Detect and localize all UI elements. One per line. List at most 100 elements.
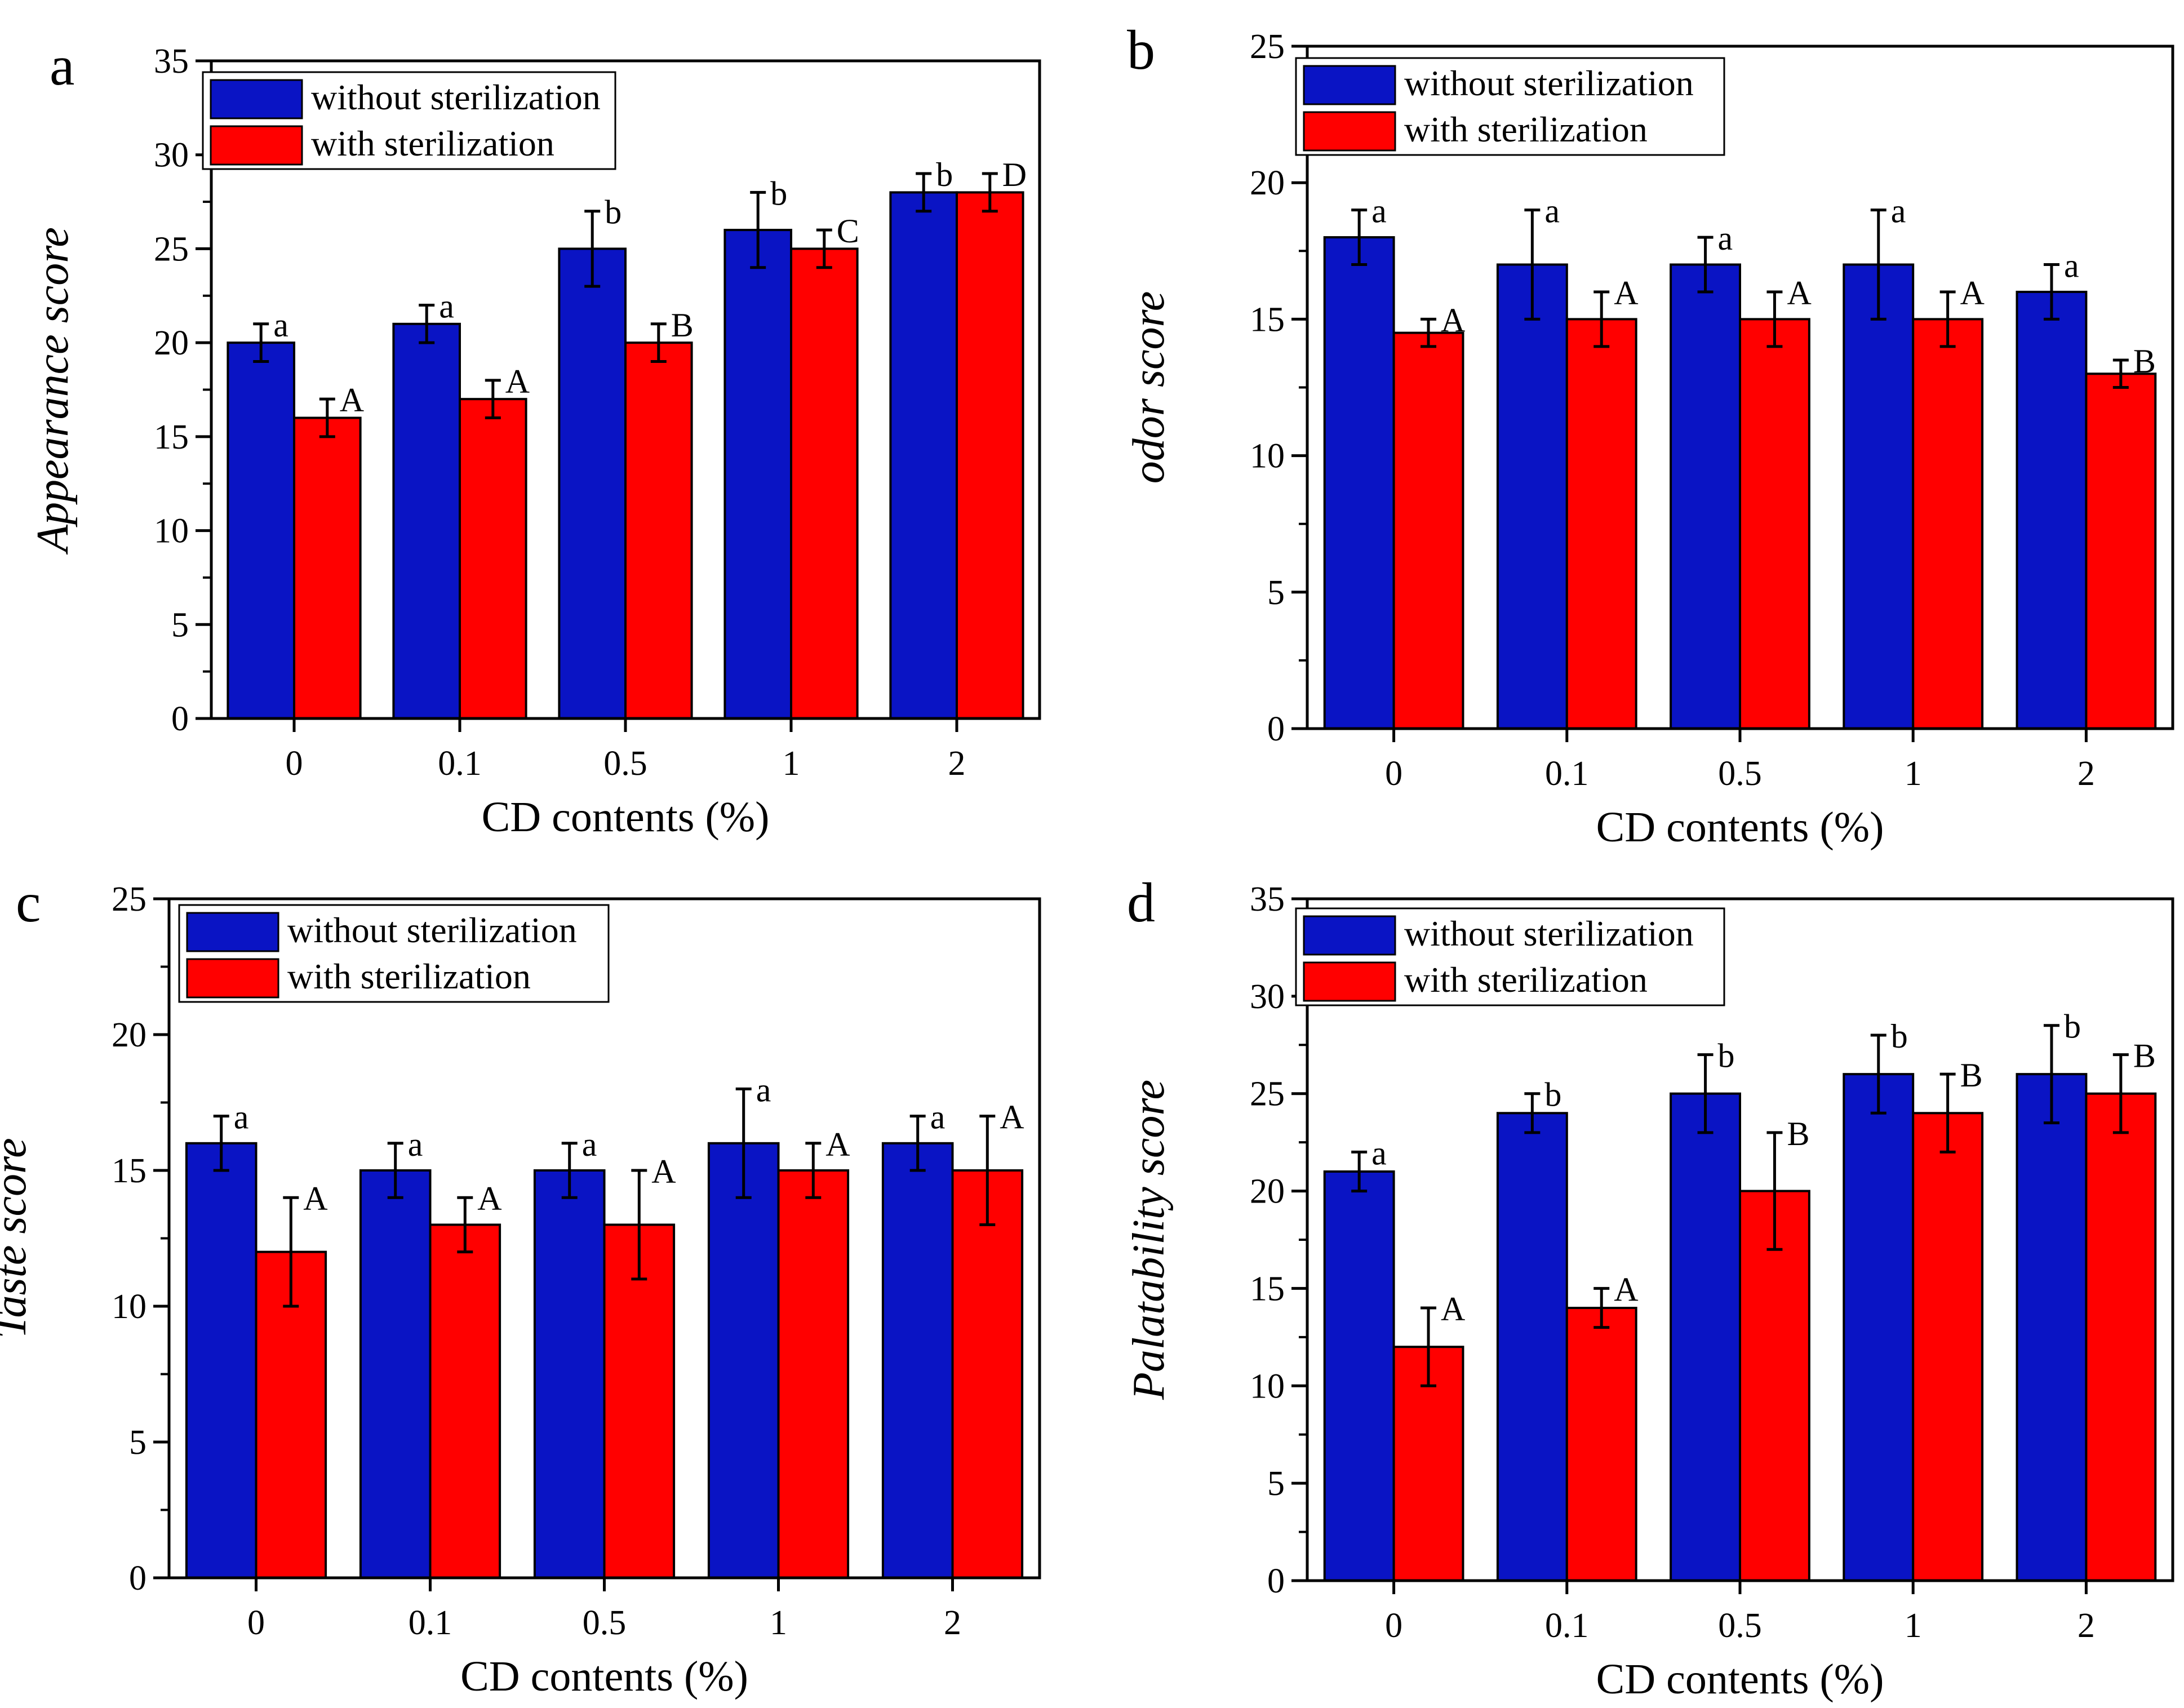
y-tick-label: 25 xyxy=(154,230,189,268)
bar-with-3 xyxy=(790,247,859,720)
x-tick-label: 0.1 xyxy=(1545,755,1589,793)
y-axis-title: Palatability score xyxy=(1124,1080,1174,1400)
y-tick-label: 0 xyxy=(1267,710,1285,748)
significance-label: b xyxy=(770,175,787,212)
significance-label: b xyxy=(1718,1037,1735,1075)
y-tick-label: 25 xyxy=(112,880,147,919)
significance-label: a xyxy=(1718,220,1733,257)
significance-label: A xyxy=(303,1180,327,1217)
bar-without-1 xyxy=(1496,263,1568,730)
bar-without-1 xyxy=(359,1169,432,1579)
significance-label: a xyxy=(1891,193,1906,230)
bar-with-0 xyxy=(1392,331,1464,730)
x-tick-label: 1 xyxy=(1905,755,1922,793)
significance-label: D xyxy=(1002,156,1027,193)
significance-label: A xyxy=(1441,301,1465,339)
legend: without sterilization with sterilization xyxy=(1295,57,1725,156)
bar-without-0 xyxy=(1323,1170,1395,1582)
significance-label: a xyxy=(1544,193,1560,230)
bar-with-3 xyxy=(1912,1112,1984,1582)
y-tick-label: 25 xyxy=(1250,1075,1285,1113)
y-tick-label: 0 xyxy=(129,1559,147,1598)
significance-label: B xyxy=(2133,343,2156,380)
significance-label: A xyxy=(505,363,530,400)
legend-swatch xyxy=(210,79,303,119)
y-tick-label: 30 xyxy=(1250,978,1285,1016)
x-axis-title: CD contents (%) xyxy=(460,1653,748,1700)
y-tick-label: 25 xyxy=(1250,28,1285,66)
y-tick-label: 20 xyxy=(112,1016,147,1054)
significance-label: a xyxy=(2064,247,2079,285)
significance-label: B xyxy=(1960,1057,1983,1094)
significance-label: A xyxy=(1614,1271,1638,1308)
significance-label: a xyxy=(439,287,454,325)
bar-with-1 xyxy=(1565,318,1637,730)
significance-label: b xyxy=(605,194,622,231)
significance-label: A xyxy=(1960,274,1985,312)
bar-without-1 xyxy=(1496,1112,1568,1582)
legend-swatch xyxy=(1303,915,1396,956)
bar-without-2 xyxy=(1670,263,1742,730)
significance-label: A xyxy=(1614,274,1638,312)
x-tick-label: 0.5 xyxy=(583,1604,627,1642)
significance-label: a xyxy=(234,1099,249,1136)
x-axis-title: CD contents (%) xyxy=(1596,1656,1884,1703)
significance-label: A xyxy=(477,1180,501,1217)
chart-panel-a: a a a b b b A A B C D 0 5 10 15 20 25 30 35 0 0.1 0.5 1 2 CD con… xyxy=(28,34,1041,841)
y-tick-label: 5 xyxy=(171,606,189,644)
legend-label: with sterilization xyxy=(1404,109,1648,149)
legend-label: without sterilization xyxy=(1404,913,1694,953)
legend-label: without sterilization xyxy=(311,77,601,117)
legend-label: with sterilization xyxy=(287,956,531,996)
significance-label: b xyxy=(936,156,953,193)
x-tick-label: 0 xyxy=(1385,1607,1402,1645)
significance-label: a xyxy=(582,1126,597,1163)
significance-label: a xyxy=(1371,1134,1387,1172)
significance-label: B xyxy=(1787,1115,1809,1152)
bar-without-4 xyxy=(2016,1073,2088,1582)
panel-letter: d xyxy=(1127,871,1155,934)
y-axis-title: Appearance score xyxy=(28,227,78,555)
bar-with-4 xyxy=(2085,372,2157,730)
y-tick-label: 10 xyxy=(1250,437,1285,476)
y-tick-label: 0 xyxy=(171,700,189,738)
legend-swatch xyxy=(186,958,279,999)
bar-without-3 xyxy=(723,229,793,720)
x-tick-label: 1 xyxy=(783,744,800,783)
x-tick-label: 0 xyxy=(286,744,303,783)
bar-without-2 xyxy=(558,247,627,720)
significance-label: A xyxy=(340,381,364,419)
bar-without-3 xyxy=(1843,1073,1915,1582)
legend-label: without sterilization xyxy=(1404,63,1694,103)
significance-label: B xyxy=(2133,1037,2156,1075)
legend-label: without sterilization xyxy=(287,910,577,950)
legend-label: with sterilization xyxy=(311,123,554,163)
x-tick-label: 1 xyxy=(770,1604,787,1642)
x-axis-title: CD contents (%) xyxy=(482,793,770,841)
x-tick-label: 0.5 xyxy=(1718,755,1762,793)
significance-label: b xyxy=(1544,1076,1561,1113)
y-tick-label: 5 xyxy=(1267,1465,1285,1503)
significance-label: A xyxy=(1000,1099,1024,1136)
bar-with-3 xyxy=(777,1169,850,1579)
significance-label: a xyxy=(756,1071,771,1108)
x-tick-label: 2 xyxy=(2078,1607,2095,1645)
y-tick-label: 20 xyxy=(1250,164,1285,202)
legend-swatch xyxy=(1303,961,1396,1002)
significance-label: A xyxy=(825,1126,850,1163)
y-tick-label: 30 xyxy=(154,136,189,175)
x-tick-label: 0 xyxy=(247,1604,265,1642)
bar-with-1 xyxy=(1565,1307,1637,1582)
bar-with-2 xyxy=(1739,318,1810,730)
significance-label: a xyxy=(408,1126,423,1163)
legend: without sterilization with sterilization xyxy=(202,71,616,170)
bar-without-4 xyxy=(2016,290,2088,730)
bar-with-1 xyxy=(459,398,527,720)
legend-swatch xyxy=(1303,111,1396,152)
x-tick-label: 0.1 xyxy=(1545,1607,1589,1645)
legend-label: with sterilization xyxy=(1404,960,1648,1000)
bar-without-2 xyxy=(1670,1092,1742,1582)
significance-label: A xyxy=(1787,274,1811,312)
x-tick-label: 1 xyxy=(1905,1607,1922,1645)
bar-without-2 xyxy=(533,1169,606,1579)
